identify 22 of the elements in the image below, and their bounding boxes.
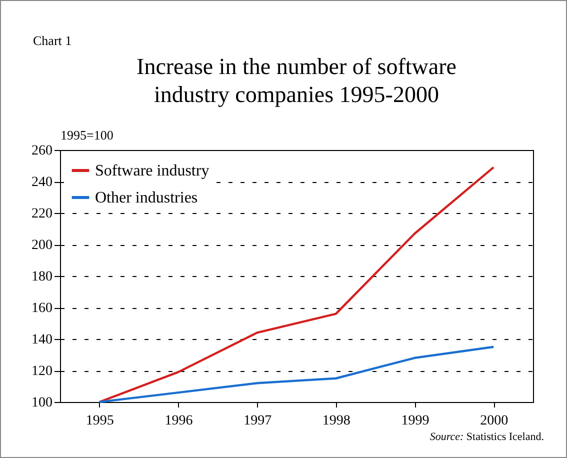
x-tick-label: 2000 [480,414,508,428]
caption: Chart 1 [33,33,72,49]
y-tick-label: 160 [32,301,52,316]
x-tick-label: 1998 [322,414,350,428]
y-tick-label: 240 [32,175,52,190]
y-tick-label: 260 [32,144,52,158]
y-tick-label: 200 [32,238,52,253]
x-tick-label: 1996 [164,414,193,428]
y-tick-label: 120 [32,364,52,379]
x-tick-label: 1995 [86,414,114,428]
legend-label: Other industries [95,190,198,206]
y-tick-label: 180 [32,270,52,284]
source-note: Source: Statistics Iceland. [430,431,544,443]
y-tick-label: 140 [32,332,52,348]
y-tick-label: 100 [32,396,52,410]
chart-title: Increase in the number of software industry companies 1995-2000 [136,54,456,107]
x-tick-label: 1997 [244,414,272,428]
x-tick-label: 1999 [401,414,430,428]
y-axis-title: 1995=100 [60,128,114,142]
y-tick-label: 220 [32,206,52,222]
legend-label: Software industry [95,162,210,180]
line-series [98,346,495,404]
